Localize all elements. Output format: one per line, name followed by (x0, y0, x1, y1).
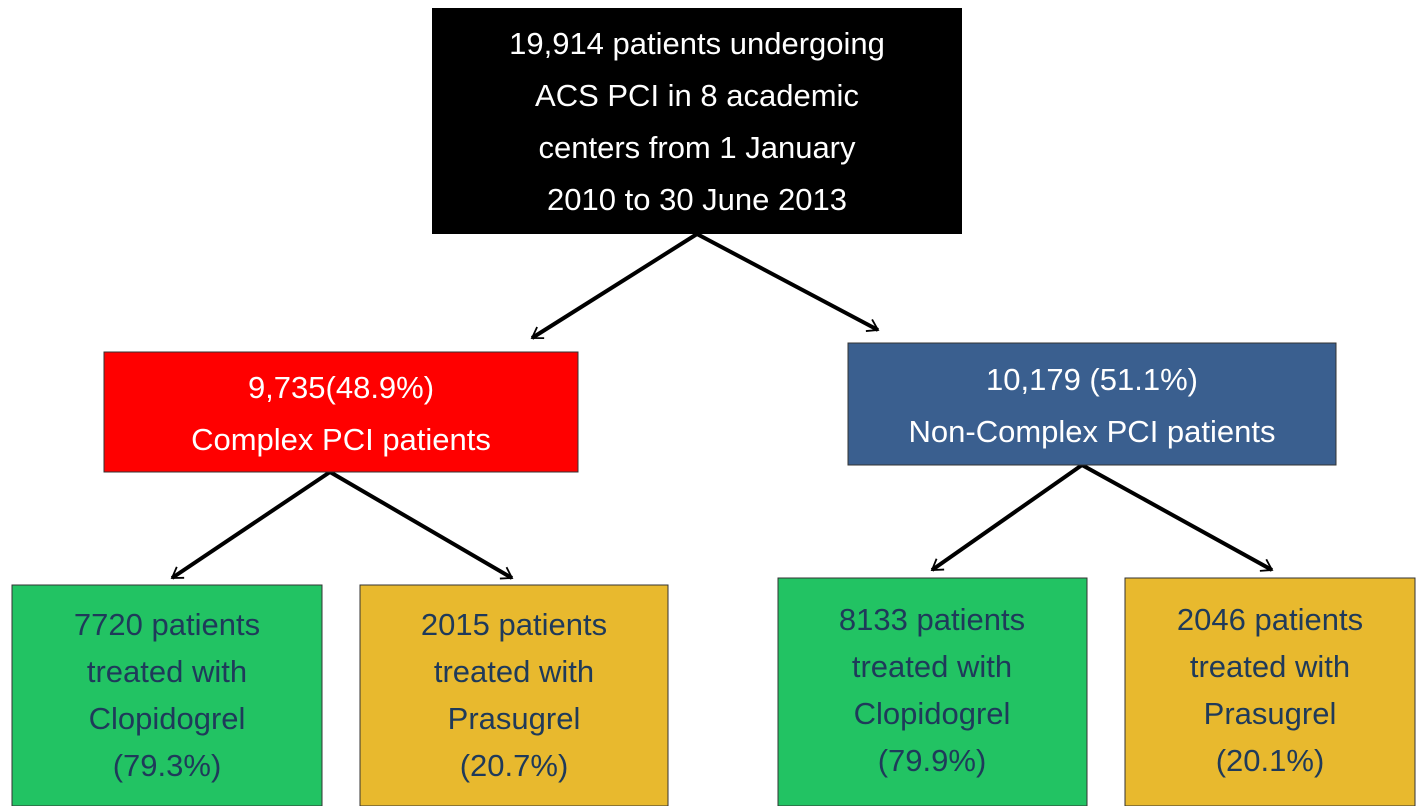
node-text: Prasugrel (1204, 696, 1337, 731)
node-text: 19,914 patients undergoing (509, 26, 885, 61)
node-text: (20.1%) (1216, 743, 1325, 778)
node-text: 9,735(48.9%) (248, 370, 434, 405)
arrow (1081, 463, 1274, 572)
arrows (170, 232, 1274, 580)
arrow (930, 463, 1084, 572)
arrow (696, 232, 880, 332)
node-text: Prasugrel (448, 701, 581, 736)
node-text: treated with (852, 649, 1012, 684)
noncomplex-box (847, 342, 1337, 466)
clopidogrel-box (777, 577, 1088, 806)
clopidogrel-box (11, 584, 323, 806)
node-text: centers from 1 January (538, 130, 856, 165)
node-text: Non-Complex PCI patients (909, 414, 1276, 449)
node-text: ACS PCI in 8 academic (535, 78, 859, 113)
arrow (328, 470, 514, 580)
node-text: 7720 patients (74, 607, 260, 642)
arrow (530, 232, 699, 340)
prasugrel-box (1124, 577, 1416, 806)
node-text: Clopidogrel (89, 701, 246, 736)
node-text: (79.9%) (878, 743, 987, 778)
node-text: (79.3%) (113, 748, 222, 783)
node-text: Complex PCI patients (191, 422, 491, 457)
node-text: 10,179 (51.1%) (986, 362, 1198, 397)
node-text: (20.7%) (460, 748, 569, 783)
arrow (170, 470, 332, 580)
root-box (432, 8, 962, 234)
node-text: treated with (87, 654, 247, 689)
node-text: treated with (1190, 649, 1350, 684)
node-text: 2010 to 30 June 2013 (547, 182, 847, 217)
prasugrel-box (359, 584, 669, 806)
node-text: Clopidogrel (854, 696, 1011, 731)
complex-box (103, 351, 579, 473)
node-text: 2046 patients (1177, 602, 1363, 637)
node-text: treated with (434, 654, 594, 689)
node-text: 8133 patients (839, 602, 1025, 637)
node-text: 2015 patients (421, 607, 607, 642)
